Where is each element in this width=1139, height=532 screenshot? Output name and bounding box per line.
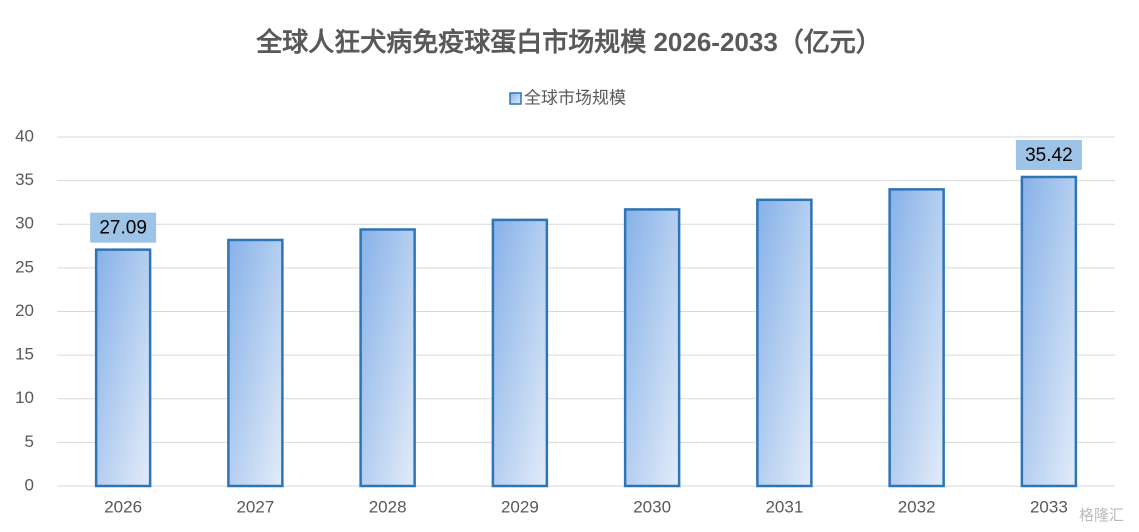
bar: [94, 248, 152, 488]
y-tick-label: 35: [15, 170, 34, 189]
bar: [359, 228, 416, 488]
y-tick-label: 5: [25, 432, 34, 451]
y-tick-label: 30: [15, 214, 34, 233]
bar: [888, 188, 945, 488]
chart-title: 全球人狂犬病免疫球蛋白市场规模 2026-2033（亿元）: [255, 27, 882, 57]
data-label-box: [90, 212, 157, 243]
x-tick-label: 2026: [104, 497, 142, 516]
bar: [1020, 175, 1078, 488]
x-tick-label: 2031: [765, 497, 803, 516]
bar: [491, 218, 549, 488]
x-tick-label: 2030: [633, 497, 671, 516]
data-label: 35.42: [1025, 145, 1073, 166]
x-tick-label: 2027: [236, 497, 274, 516]
bar: [227, 238, 284, 488]
x-tick-label: 2028: [369, 497, 407, 516]
data-label-box: [1015, 139, 1082, 170]
y-tick-label: 40: [15, 126, 34, 145]
y-tick-label: 10: [15, 388, 34, 407]
y-tick-label: 15: [15, 345, 34, 364]
bar: [623, 208, 681, 488]
bar: [756, 198, 813, 488]
y-tick-label: 25: [15, 257, 34, 276]
y-tick-label: 20: [15, 301, 34, 320]
x-tick-label: 2029: [501, 497, 539, 516]
x-tick-label: 2032: [898, 497, 936, 516]
y-tick-label: 0: [25, 475, 34, 494]
watermark: 格隆汇: [1079, 507, 1124, 524]
legend-item: 全球市场规模: [509, 88, 626, 107]
legend-label: 全球市场规模: [524, 88, 626, 107]
x-tick-label: 2033: [1030, 497, 1068, 516]
legend-swatch: [509, 92, 522, 105]
data-label: 27.09: [99, 218, 147, 239]
